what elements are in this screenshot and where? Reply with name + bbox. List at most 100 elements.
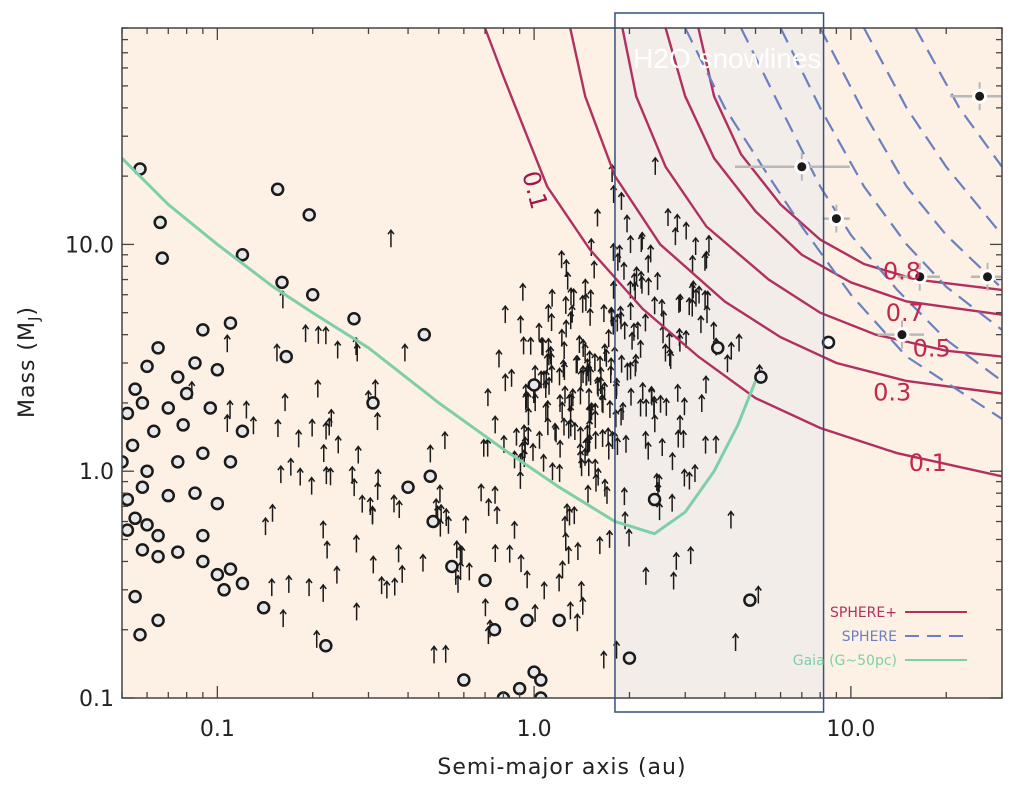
lower-limit-arrow xyxy=(668,493,676,512)
lower-limit-arrow xyxy=(501,373,509,392)
lower-limit-arrow xyxy=(571,421,579,440)
lower-limit-arrow xyxy=(560,340,568,360)
lower-limit-arrow xyxy=(268,503,277,522)
detected-planet-marker xyxy=(153,215,167,230)
lower-limit-arrow xyxy=(590,260,598,279)
detected-planet-marker xyxy=(457,673,471,687)
lower-limit-arrow xyxy=(519,282,527,301)
lower-limit-arrow xyxy=(430,645,438,664)
lower-limit-arrow xyxy=(691,463,699,483)
sphere-dashed-curve-4 xyxy=(863,28,1002,236)
y-tick-label: 0.1 xyxy=(79,687,114,712)
legend-label-2: Gaia (G~50pc) xyxy=(793,653,897,669)
lower-limit-arrow xyxy=(600,650,608,669)
detected-planet-marker xyxy=(128,511,142,526)
lower-limit-arrow xyxy=(579,364,587,384)
lower-limit-arrow xyxy=(607,306,615,325)
lower-limit-arrow xyxy=(687,545,695,565)
lower-limit-arrow xyxy=(598,393,606,412)
snowline-region-fill xyxy=(614,28,824,698)
lower-limit-arrow xyxy=(658,437,666,456)
detected-planet-marker xyxy=(151,549,165,564)
lower-limit-arrow xyxy=(544,337,553,356)
lower-limit-arrow xyxy=(598,428,607,448)
lower-limit-arrow xyxy=(506,544,514,563)
lower-limit-arrow xyxy=(627,301,635,321)
lower-limit-arrow xyxy=(607,364,615,384)
lower-limit-arrow xyxy=(552,424,560,443)
detected-planet-marker xyxy=(188,356,202,370)
detected-planet-marker xyxy=(210,567,225,582)
sphere-plus-contour-1 xyxy=(569,28,1002,395)
lower-limit-arrow xyxy=(731,632,740,652)
lower-limit-arrow xyxy=(566,601,574,620)
lower-limit-arrow xyxy=(517,553,525,573)
detected-planet-marker xyxy=(527,378,541,392)
lower-limit-arrow xyxy=(585,457,593,477)
detected-planet-marker xyxy=(151,613,165,628)
lower-limit-arrow xyxy=(591,352,599,372)
detected-planet-marker xyxy=(505,597,519,611)
lower-limit-arrow xyxy=(368,505,377,524)
lower-limit-arrow xyxy=(442,644,450,663)
lower-limit-arrow xyxy=(327,408,335,427)
y-axis-label: Mass (MJ) xyxy=(15,306,43,418)
lower-limit-arrow xyxy=(581,342,589,362)
detected-planet-marker xyxy=(128,589,142,604)
lower-limit-arrow xyxy=(442,507,450,527)
lower-limit-arrow xyxy=(587,237,595,257)
lower-limit-arrow xyxy=(601,478,609,497)
lower-limit-arrow xyxy=(562,258,570,278)
lower-limit-arrow xyxy=(597,366,605,385)
lower-limit-arrow xyxy=(565,545,573,564)
lower-limit-arrow xyxy=(674,383,682,402)
sphere-dashed-curve-5 xyxy=(914,28,1002,168)
lower-limit-arrow xyxy=(628,331,636,350)
lower-limit-arrow xyxy=(322,465,330,485)
lower-limit-arrow xyxy=(305,577,313,597)
detected-planet-marker xyxy=(122,492,135,507)
lower-limit-arrow xyxy=(585,363,593,382)
lower-limit-arrow xyxy=(268,577,276,597)
detected-planet-marker xyxy=(125,438,140,453)
lower-limit-arrow xyxy=(374,481,382,500)
lower-limit-arrow xyxy=(484,387,492,407)
lower-limit-arrow xyxy=(583,357,591,377)
detected-planet-marker xyxy=(161,401,176,415)
sphere-dashed-curve-3 xyxy=(819,28,1002,290)
lower-limit-arrow xyxy=(585,387,593,406)
detected-planet-marker xyxy=(210,496,225,511)
detected-planet-marker xyxy=(445,559,459,574)
detected-planet-marker xyxy=(196,554,210,569)
lower-limit-arrow xyxy=(562,531,570,551)
lower-limit-arrow xyxy=(702,375,710,394)
sphere-plus-contour-3 xyxy=(664,28,1002,316)
lower-limit-arrow xyxy=(369,555,377,574)
lower-limit-arrow xyxy=(672,551,680,570)
sphere-plus-contour-0 xyxy=(483,28,1002,478)
lower-limit-arrow xyxy=(600,303,608,322)
lower-limit-arrow xyxy=(242,400,251,419)
lower-limit-arrow xyxy=(540,581,548,600)
lower-limit-arrow xyxy=(576,386,585,405)
lower-limit-arrow xyxy=(436,484,444,503)
lower-limit-arrow xyxy=(636,339,645,358)
detected-planet-marker xyxy=(122,523,135,537)
detected-planet-marker xyxy=(140,518,154,532)
lower-limit-arrow xyxy=(648,387,656,406)
lower-limit-arrow xyxy=(441,430,449,450)
lower-limit-arrow xyxy=(542,369,550,388)
lower-limit-arrow xyxy=(574,541,582,561)
lower-limit-arrow xyxy=(662,397,670,416)
detected-planet-marker xyxy=(151,341,165,355)
lower-limit-arrow xyxy=(493,505,501,524)
lower-limit-arrow xyxy=(579,596,587,615)
y-tick-label: 10.0 xyxy=(65,233,114,258)
detected-planet-marker xyxy=(743,593,757,607)
detected-planet-marker xyxy=(417,327,432,342)
lower-limit-arrow xyxy=(703,304,711,324)
detected-planet-marker xyxy=(210,363,225,377)
detected-planet-marker xyxy=(171,545,185,559)
lower-limit-arrow xyxy=(642,398,650,417)
